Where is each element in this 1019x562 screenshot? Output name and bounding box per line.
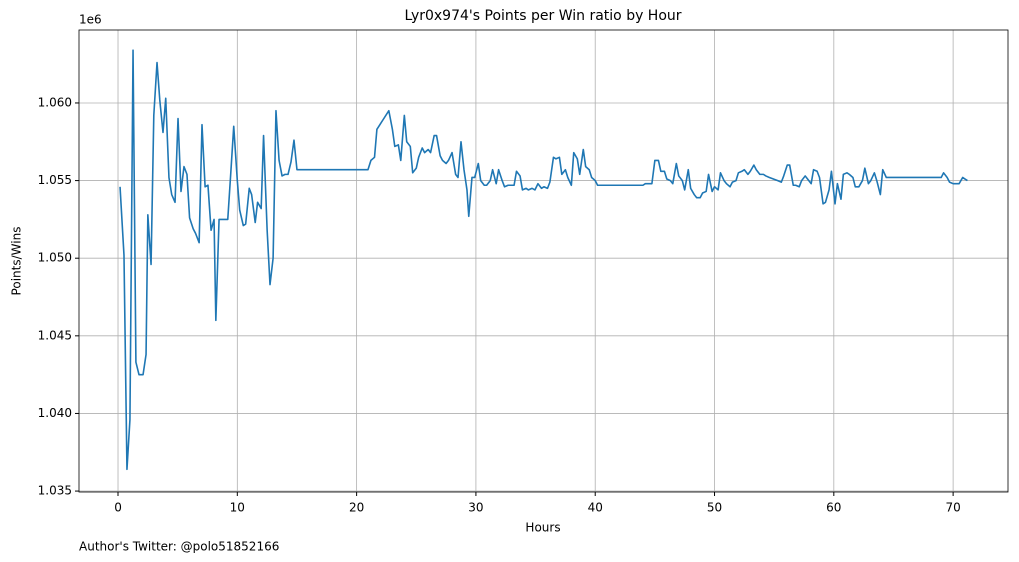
y-tick-label: 1.045 — [38, 328, 72, 342]
x-tick-label: 0 — [114, 501, 122, 515]
y-tick-label: 1.035 — [38, 484, 72, 498]
line-series — [119, 49, 968, 471]
plot-frame — [78, 29, 1009, 493]
x-axis-label: Hours — [525, 521, 560, 535]
y-tick-label: 1.050 — [38, 251, 72, 265]
x-tick-label: 50 — [707, 501, 722, 515]
y-tick-label: 1.055 — [38, 173, 72, 187]
y-tick-label: 1.040 — [38, 406, 72, 420]
x-tick-label: 60 — [826, 501, 841, 515]
footer: Author's Twitter: @polo51852166 — [79, 540, 279, 554]
x-tick-label: 30 — [468, 501, 483, 515]
x-tick-label: 70 — [945, 501, 960, 515]
y-axis-label: Points/Wins — [10, 227, 24, 296]
y-tick-label: 1.060 — [38, 95, 72, 109]
x-tick-label: 20 — [349, 501, 364, 515]
chart-title: Lyr0x974's Points per Win ratio by Hour — [404, 8, 681, 24]
offset-label: 1e6 — [79, 13, 102, 27]
x-tick-label: 10 — [230, 501, 245, 515]
x-tick-label: 40 — [588, 501, 603, 515]
